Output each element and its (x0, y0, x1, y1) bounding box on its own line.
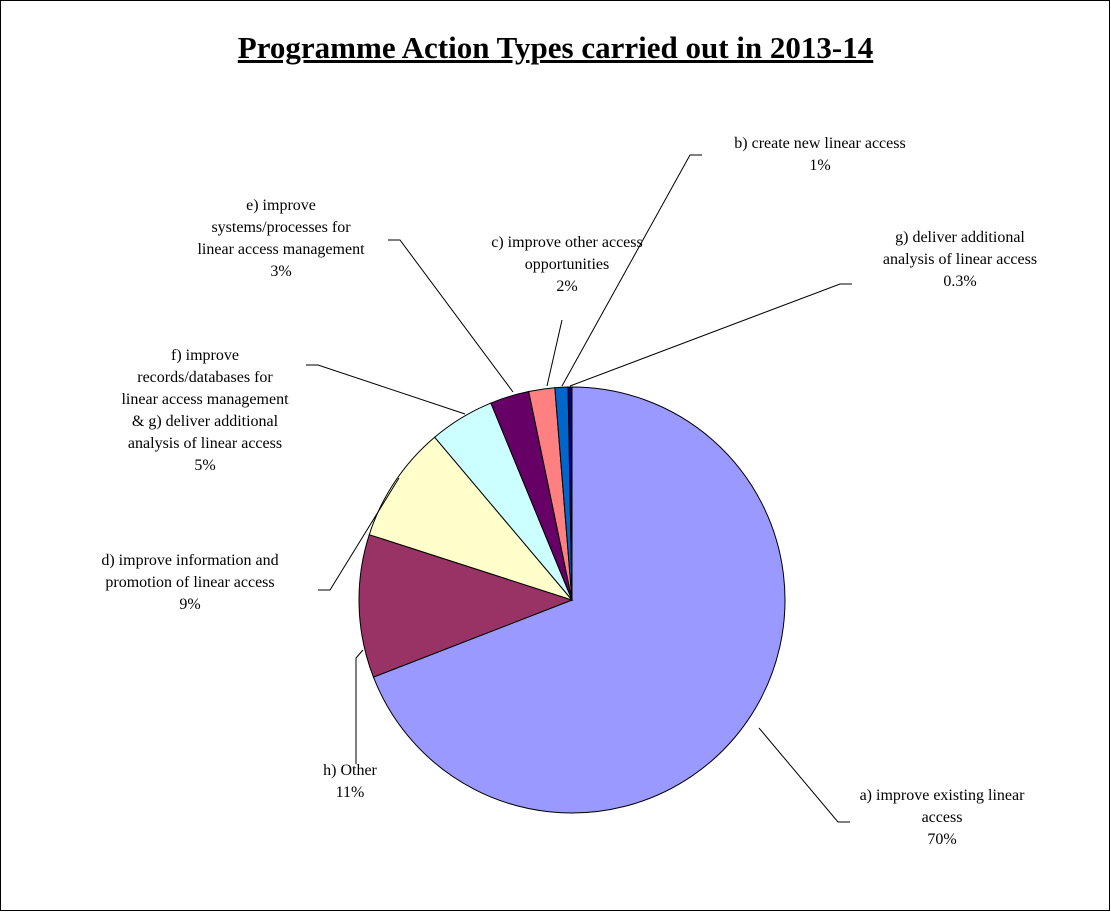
slice-label-line: d) improve information and (101, 552, 278, 569)
slice-label-line: c) improve other access (491, 234, 642, 251)
slice-label-line: promotion of linear access (105, 574, 274, 591)
slice-label-e: e) improve systems/processes for linear ac… (197, 197, 365, 280)
slice-label-line: b) create new linear access (734, 135, 905, 152)
slice-label-line: f) improve (171, 347, 239, 364)
slice-label-line: analysis of linear access (883, 251, 1037, 268)
slice-value-d: 9% (179, 596, 200, 613)
slice-labels: a) improve existing linear access 70% h) Ot… (101, 135, 1037, 848)
slice-label-g: g) deliver additional analysis of linear … (883, 229, 1037, 290)
leader-line-g (569, 283, 852, 387)
pie-slice-g (567, 386, 573, 601)
slice-label-d: d) improve information and promotion of l… (101, 552, 278, 613)
slice-label-line: h) Other (323, 762, 377, 779)
slice-value-a: 70% (927, 831, 956, 848)
pie-slice-d (368, 436, 574, 602)
leader-lines (306, 154, 852, 823)
slice-label-line: e) improve (246, 197, 316, 214)
slice-label-line: g) deliver additional (895, 229, 1025, 246)
slice-value-e: 3% (270, 263, 291, 280)
pie-slice-a (372, 386, 786, 814)
leader-line-e (388, 239, 514, 393)
pie-slice-h (358, 534, 574, 678)
slice-label-line: a) improve existing linear (860, 787, 1026, 804)
slice-label-line: analysis of linear access (128, 435, 282, 452)
slice-label-c: c) improve other access opportunities 2% (491, 234, 642, 295)
slice-label-line: & g) deliver additional (132, 413, 279, 430)
leader-line-c (546, 319, 563, 387)
leader-line-h (355, 649, 364, 764)
slice-value-c: 2% (556, 278, 577, 295)
slice-value-f: 5% (194, 457, 215, 474)
slice-label-h: h) Other 11% (323, 762, 377, 801)
slice-value-h: 11% (336, 784, 365, 801)
slice-value-g: 0.3% (943, 273, 976, 290)
chart-title: Programme Action Types carried out in 20… (237, 30, 874, 65)
slice-label-line: opportunities (525, 256, 609, 273)
slice-label-line: access (922, 809, 963, 826)
leader-line-d (318, 477, 400, 591)
slice-label-b: b) create new linear access 1% (734, 135, 905, 174)
slice-value-b: 1% (809, 157, 830, 174)
slice-label-line: records/databases for (137, 369, 273, 386)
slice-label-line: linear access management (121, 391, 289, 408)
leader-line-b (561, 154, 702, 387)
leader-line-a (758, 727, 850, 823)
pie-slices (358, 386, 786, 814)
slice-label-a: a) improve existing linear access 70% (860, 787, 1026, 848)
slice-label-line: linear access management (197, 241, 365, 258)
leader-line-f (306, 364, 466, 415)
slice-label-f: f) improve records/databases for linear ac… (121, 347, 289, 474)
slice-label-line: systems/processes for (211, 219, 351, 236)
